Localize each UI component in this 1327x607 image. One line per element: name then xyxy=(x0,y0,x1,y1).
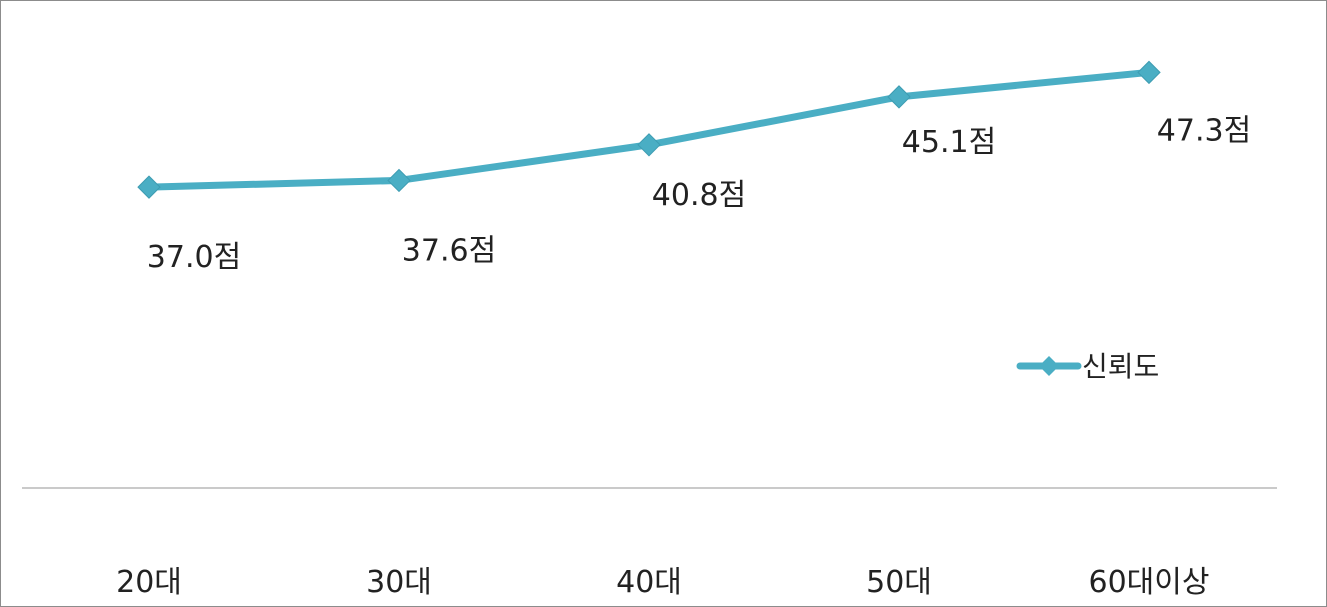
data-label: 37.6점 xyxy=(402,233,496,268)
legend: 신뢰도 xyxy=(1016,350,1159,383)
data-point-marker xyxy=(387,168,411,193)
label-layer: 37.0점 37.6점 40.8점 45.1점 47.3점 xyxy=(147,113,1251,275)
data-point-marker xyxy=(1137,60,1161,85)
legend-marker-swatch xyxy=(1039,356,1059,376)
series-line xyxy=(145,68,1153,191)
data-label: 37.0점 xyxy=(147,240,241,275)
data-point-marker xyxy=(137,175,161,199)
data-point-marker xyxy=(887,85,911,109)
x-tick-label: 30대 xyxy=(366,565,432,600)
data-label: 40.8점 xyxy=(652,178,746,213)
x-tick-label: 40대 xyxy=(616,565,682,600)
data-label: 45.1점 xyxy=(902,125,996,160)
series-layer xyxy=(137,60,1161,199)
x-tick-label: 60대이상 xyxy=(1089,565,1210,600)
legend-label: 신뢰도 xyxy=(1082,350,1159,383)
axis-layer: 20대 30대 40대 50대 60대이상 xyxy=(22,487,1277,600)
x-tick-label: 20대 xyxy=(116,565,182,600)
data-point-marker xyxy=(637,133,661,157)
x-tick-label: 50대 xyxy=(866,565,932,600)
data-label: 47.3점 xyxy=(1157,113,1251,148)
